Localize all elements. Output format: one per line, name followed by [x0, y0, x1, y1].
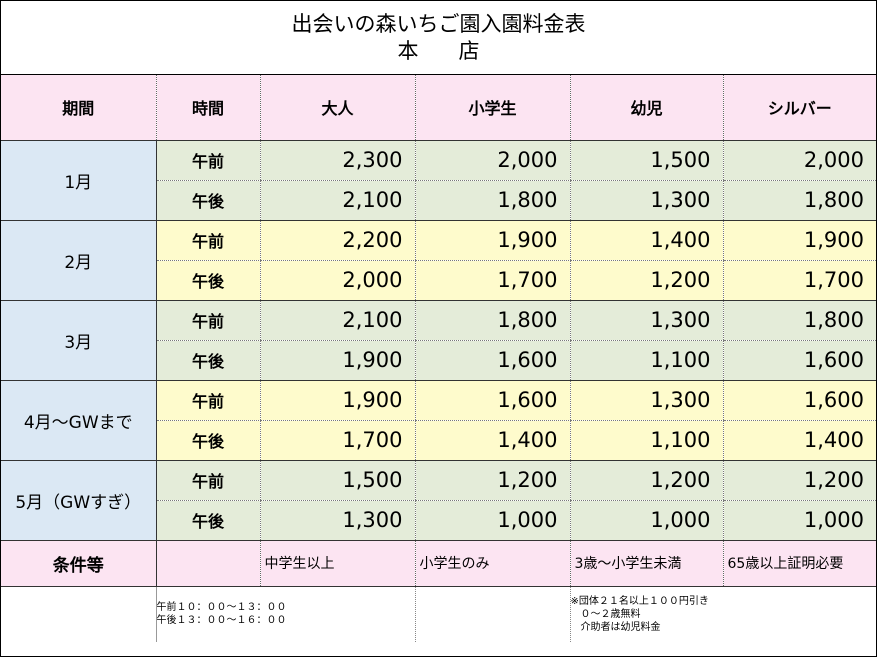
price-adult: 1,700	[259, 420, 415, 461]
price-elementary: 1,000	[414, 500, 570, 541]
hours-am: 午前１０：００～１３：００	[156, 602, 287, 614]
header-period: 期間	[1, 75, 156, 141]
table-row: 4月～GWまで 午前 1,900 1,600 1,300 1,600	[1, 380, 876, 461]
price-elementary: 1,800	[414, 180, 570, 221]
time-label: 午前	[155, 220, 260, 261]
hours-note: 午前１０：００～１３：００ 午後１３：００～１６：００	[156, 586, 415, 642]
table-row: 3月 午前 2,100 1,800 1,300 1,800	[1, 300, 876, 381]
price-silver: 1,800	[722, 300, 876, 341]
price-adult: 2,000	[259, 260, 415, 301]
condition-adult: 中学生以上	[259, 540, 415, 587]
store-name: 本店	[397, 39, 520, 63]
price-adult: 2,100	[259, 300, 415, 341]
price-elementary: 1,400	[414, 420, 570, 461]
discount-note: ※団体２１名以上１００円引き ０～２歳無料 介助者は幼児料金	[569, 586, 876, 642]
price-silver: 1,600	[722, 380, 876, 421]
time-label: 午前	[155, 300, 260, 341]
price-adult: 1,900	[259, 380, 415, 421]
footnote-blank	[1, 586, 157, 642]
price-infant: 1,200	[569, 260, 723, 301]
free-age-note: ０～２歳無料	[570, 608, 641, 620]
price-infant: 1,100	[569, 420, 723, 461]
price-infant: 1,200	[569, 460, 723, 501]
price-infant: 1,300	[569, 380, 723, 421]
time-label: 午後	[155, 340, 260, 381]
price-elementary: 1,900	[414, 220, 570, 261]
header-silver: シルバー	[722, 75, 876, 141]
price-elementary: 1,200	[414, 460, 570, 501]
condition-infant: 3歳～小学生未満	[569, 540, 723, 587]
table-row: 午後 1,300 1,000 1,000 1,000	[1, 500, 876, 541]
period-label: 1月	[1, 140, 157, 221]
price-silver: 1,600	[722, 340, 876, 381]
table-row: 午後 1,900 1,600 1,100 1,600	[1, 340, 876, 381]
footnote-row: 午前１０：００～１３：００ 午後１３：００～１６：００ ※団体２１名以上１００円…	[1, 586, 876, 642]
price-infant: 1,100	[569, 340, 723, 381]
fee-table: 期間 時間 大人 小学生 幼児 シルバー 1月 午前 2,300 2,000 1…	[1, 75, 876, 642]
price-silver: 1,200	[722, 460, 876, 501]
header-elementary: 小学生	[414, 75, 570, 141]
footnote-blank	[414, 586, 570, 642]
table-row: 5月（GWすぎ） 午前 1,500 1,200 1,200 1,200	[1, 460, 876, 541]
table-row: 午後 2,000 1,700 1,200 1,700	[1, 260, 876, 301]
time-label: 午前	[155, 460, 260, 501]
header-adult: 大人	[259, 75, 415, 141]
price-infant: 1,000	[569, 500, 723, 541]
time-label: 午前	[155, 380, 260, 421]
condition-silver: 65歳以上証明必要	[722, 540, 876, 587]
condition-elementary: 小学生のみ	[414, 540, 570, 587]
table-row: 2月 午前 2,200 1,900 1,400 1,900	[1, 220, 876, 301]
price-elementary: 2,000	[414, 140, 570, 181]
price-adult: 2,200	[259, 220, 415, 261]
price-adult: 1,900	[259, 340, 415, 381]
price-silver: 1,400	[722, 420, 876, 461]
price-elementary: 1,800	[414, 300, 570, 341]
time-label: 午後	[155, 500, 260, 541]
period-label: 5月（GWすぎ）	[1, 460, 157, 541]
group-discount-note: ※団体２１名以上１００円引き	[570, 595, 709, 607]
header-time: 時間	[155, 75, 260, 141]
price-silver: 1,000	[722, 500, 876, 541]
price-infant: 1,300	[569, 180, 723, 221]
price-elementary: 1,700	[414, 260, 570, 301]
time-label: 午後	[155, 260, 260, 301]
price-adult: 2,300	[259, 140, 415, 181]
title-block: 出会いの森いちご園入園料金表 本店	[1, 1, 876, 75]
hours-pm: 午後１３：００～１６：００	[156, 615, 287, 627]
page-title: 出会いの森いちご園入園料金表	[291, 12, 586, 36]
price-infant: 1,400	[569, 220, 723, 261]
conditions-row: 条件等 中学生以上 小学生のみ 3歳～小学生未満 65歳以上証明必要	[1, 540, 876, 587]
price-adult: 1,500	[259, 460, 415, 501]
header-infant: 幼児	[569, 75, 723, 141]
price-adult: 2,100	[259, 180, 415, 221]
price-infant: 1,500	[569, 140, 723, 181]
period-label: 2月	[1, 220, 157, 301]
conditions-label: 条件等	[1, 540, 157, 587]
price-silver: 1,900	[722, 220, 876, 261]
conditions-time-blank	[155, 540, 260, 587]
period-label: 4月～GWまで	[1, 380, 157, 461]
price-adult: 1,300	[259, 500, 415, 541]
price-silver: 1,700	[722, 260, 876, 301]
price-silver: 2,000	[722, 140, 876, 181]
time-label: 午前	[155, 140, 260, 181]
price-elementary: 1,600	[414, 380, 570, 421]
assistant-note: 介助者は幼児料金	[570, 621, 661, 633]
price-infant: 1,300	[569, 300, 723, 341]
table-row: 午後 1,700 1,400 1,100 1,400	[1, 420, 876, 461]
time-label: 午後	[155, 180, 260, 221]
price-elementary: 1,600	[414, 340, 570, 381]
time-label: 午後	[155, 420, 260, 461]
period-label: 3月	[1, 300, 157, 381]
table-row: 1月 午前 2,300 2,000 1,500 2,000	[1, 140, 876, 221]
header-row: 期間 時間 大人 小学生 幼児 シルバー	[1, 75, 876, 141]
table-row: 午後 2,100 1,800 1,300 1,800	[1, 180, 876, 221]
price-silver: 1,800	[722, 180, 876, 221]
